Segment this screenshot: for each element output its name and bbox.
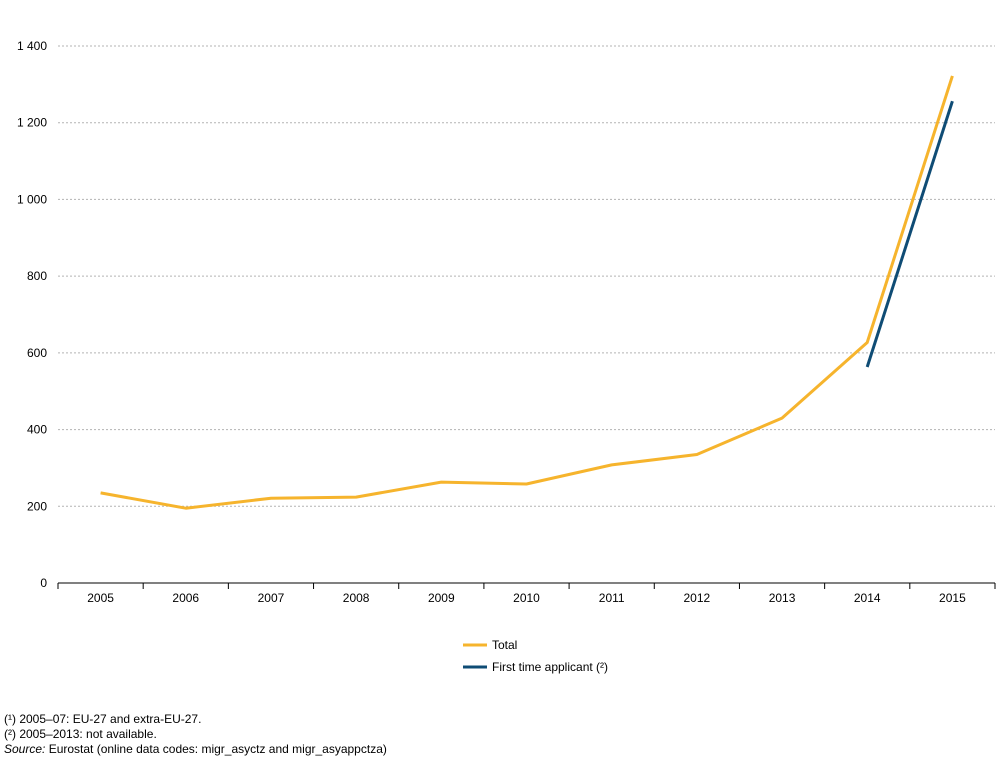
series-lines <box>100 75 954 510</box>
y-tick-label-0: 0 <box>40 576 47 590</box>
y-tick-label-800: 800 <box>27 269 47 283</box>
x-tick-label-2009: 2009 <box>428 591 455 605</box>
gridlines <box>58 45 995 507</box>
y-axis: 0 200 400 600 800 1 000 1 200 1 400 <box>17 39 47 590</box>
y-tick-label-600: 600 <box>27 346 47 360</box>
y-tick-label-1200: 1 200 <box>17 116 47 130</box>
x-tick-label-2005: 2005 <box>87 591 114 605</box>
source-line: Source: Eurostat (online data codes: mig… <box>4 742 387 757</box>
y-tick-label-200: 200 <box>27 499 47 513</box>
y-tick-label-1400: 1 400 <box>17 39 47 53</box>
x-tick-label-2006: 2006 <box>172 591 199 605</box>
x-tick-label-2007: 2007 <box>258 591 285 605</box>
series-line-total <box>100 75 954 510</box>
footnotes: (¹) 2005–07: EU-27 and extra-EU-27. (²) … <box>4 712 387 757</box>
x-tick-label-2010: 2010 <box>513 591 540 605</box>
legend: Total First time applicant (²) <box>463 638 608 674</box>
legend-label-first-time-applicant: First time applicant (²) <box>492 660 608 674</box>
footnote-2: (²) 2005–2013: not available. <box>4 727 157 741</box>
x-tick-label-2012: 2012 <box>684 591 711 605</box>
source-label: Source: <box>4 742 46 756</box>
x-axis: 2005 2006 2007 2008 2009 2010 2011 2012 2013 2014… <box>57 582 996 605</box>
y-tick-label-1000: 1 000 <box>17 192 47 206</box>
x-tick-label-2015: 2015 <box>939 591 966 605</box>
x-tick-label-2014: 2014 <box>854 591 881 605</box>
legend-label-total: Total <box>492 638 517 652</box>
series-line-first-time-applicant <box>865 100 954 368</box>
x-tick-label-2011: 2011 <box>599 591 625 605</box>
x-tick-label-2008: 2008 <box>343 591 370 605</box>
x-tick-label-2013: 2013 <box>769 591 796 605</box>
y-tick-label-400: 400 <box>27 423 47 437</box>
source-text: Eurostat (online data codes: migr_asyctz… <box>45 742 387 756</box>
footnote-1: (¹) 2005–07: EU-27 and extra-EU-27. <box>4 712 202 726</box>
